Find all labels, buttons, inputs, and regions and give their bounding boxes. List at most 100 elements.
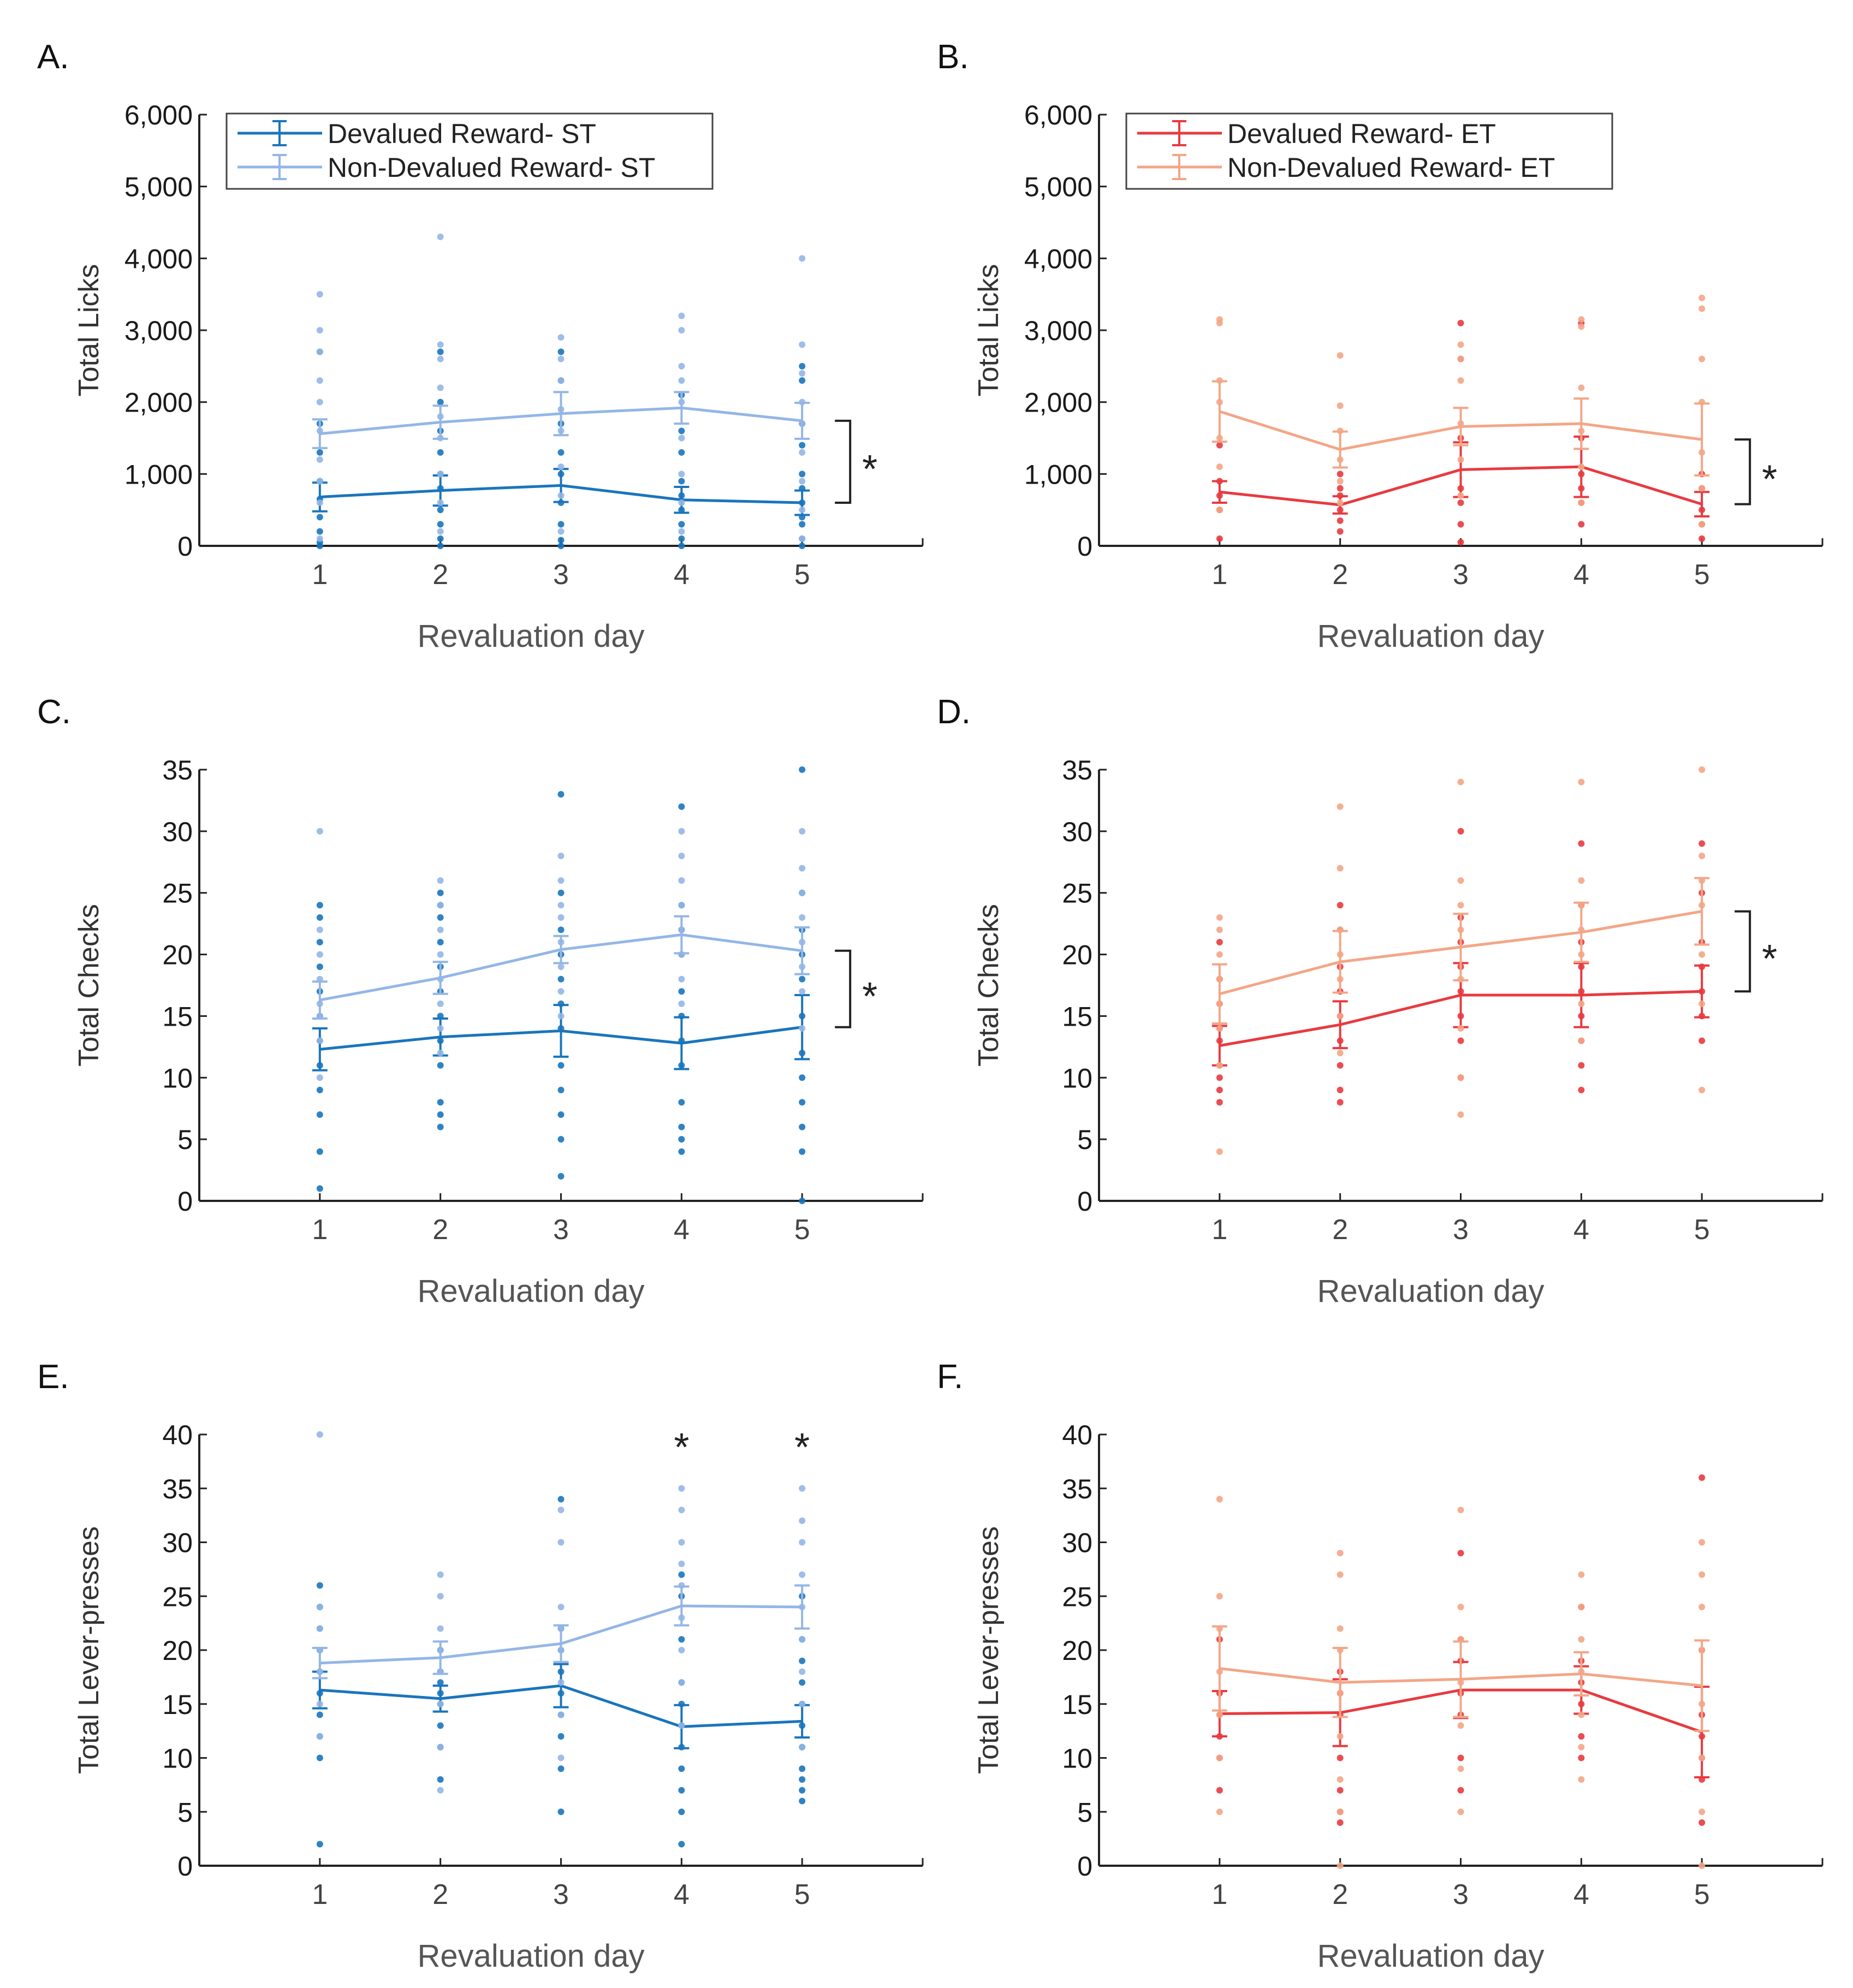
- subject-point: [1698, 1819, 1706, 1826]
- subject-point: [557, 1172, 565, 1180]
- subject-point: [1337, 1819, 1344, 1826]
- subject-point: [316, 1711, 323, 1718]
- y-tick-label: 30: [162, 817, 193, 847]
- x-axis-label: Revaluation day: [418, 618, 645, 654]
- subject-point: [557, 1136, 565, 1143]
- subject-point: [316, 1148, 323, 1155]
- subject-point: [316, 1582, 323, 1589]
- x-tick-label: 2: [1332, 559, 1348, 591]
- subject-point: [1337, 1099, 1344, 1106]
- subject-point: [799, 255, 806, 262]
- y-tick-label: 15: [162, 1001, 193, 1032]
- subject-point: [1457, 1507, 1464, 1514]
- chart-panel-f: F. 0 5 10 15 20 25 30 35 40 1 2 3 4 5 Revaluation day To…: [937, 1358, 1824, 1974]
- subject-point: [1216, 1074, 1223, 1081]
- subject-point: [437, 926, 444, 933]
- panel-label: E.: [37, 1358, 69, 1396]
- subject-point: [799, 521, 806, 528]
- subject-point: [1578, 840, 1585, 847]
- y-tick-label: 6,000: [124, 100, 193, 130]
- y-tick-label: 5: [1077, 1797, 1092, 1828]
- subject-point: [1337, 517, 1344, 524]
- subject-point: [678, 377, 685, 384]
- subject-point: [678, 1765, 685, 1772]
- subject-point: [1698, 1604, 1706, 1610]
- x-tick-label: 2: [432, 1879, 448, 1910]
- y-tick-label: 3,000: [1024, 316, 1092, 346]
- subject-point: [799, 535, 806, 542]
- subject-point: [437, 499, 444, 506]
- x-tick-label: 2: [432, 1214, 448, 1246]
- subject-point: [1457, 1808, 1464, 1816]
- subject-point: [1578, 316, 1585, 323]
- subject-point: [678, 828, 685, 835]
- subject-point: [557, 1679, 565, 1686]
- subject-point: [437, 889, 444, 896]
- x-tick-label: 3: [1453, 559, 1469, 591]
- significance-star: *: [862, 448, 877, 491]
- subject-point: [678, 543, 685, 549]
- subject-point: [316, 902, 323, 909]
- subject-point: [1457, 1550, 1464, 1557]
- y-tick-label: 35: [162, 755, 193, 785]
- chart-panel-b: B. 0 1,000 2,000 3,000 4,000 5,000 6,000 1 2 3 4 5 Re…: [937, 38, 1824, 654]
- subject-point: [557, 853, 565, 859]
- y-tick-label: 2,000: [124, 388, 193, 418]
- subject-point: [1337, 1050, 1344, 1057]
- x-tick-label: 4: [1573, 1879, 1589, 1910]
- subject-point: [678, 1148, 685, 1155]
- subject-point: [799, 1657, 806, 1664]
- subject-point: [1337, 1013, 1344, 1020]
- subject-point: [437, 1062, 444, 1069]
- x-tick-label: 1: [312, 1214, 328, 1246]
- y-tick-label: 0: [177, 531, 193, 562]
- subject-point: [1337, 1787, 1344, 1794]
- subject-point: [1698, 1474, 1706, 1481]
- subject-point: [1578, 1037, 1585, 1044]
- subject-point: [1216, 1593, 1223, 1600]
- subject-point: [316, 456, 323, 463]
- subject-point: [557, 988, 565, 995]
- subject-point: [1578, 323, 1585, 330]
- subject-point: [1578, 1604, 1585, 1610]
- subject-point: [557, 492, 565, 499]
- subject-point: [1337, 1862, 1344, 1869]
- subject-point: [437, 939, 444, 945]
- chart-panel-a: A. 0 1,000 2,000 3,000 4,000 5,000 6,000 1 2 3 4 5 Re…: [37, 38, 924, 654]
- subject-point: [437, 951, 444, 958]
- y-tick-label: 0: [1077, 1851, 1092, 1882]
- subject-point: [437, 449, 444, 456]
- subject-point: [316, 1037, 323, 1044]
- subject-point: [799, 442, 806, 449]
- subject-point: [799, 471, 806, 478]
- subject-point: [1216, 1711, 1223, 1718]
- subject-point: [1216, 1099, 1223, 1106]
- y-tick-label: 20: [1062, 940, 1092, 971]
- subject-point: [678, 471, 685, 478]
- subject-point: [557, 963, 565, 971]
- subject-point: [557, 1754, 565, 1761]
- x-tick-label: 5: [1694, 1214, 1710, 1246]
- subject-point: [799, 1787, 806, 1794]
- subject-point: [557, 449, 565, 456]
- subject-point: [316, 398, 323, 406]
- subject-point: [437, 1111, 444, 1118]
- subject-point: [557, 1604, 565, 1610]
- subject-point: [316, 1625, 323, 1632]
- x-tick-label: 5: [1694, 1879, 1710, 1910]
- subject-point: [437, 902, 444, 909]
- significance-star: *: [794, 1426, 810, 1469]
- subject-point: [437, 1099, 444, 1106]
- subject-point: [1337, 803, 1344, 810]
- x-tick-label: 3: [553, 559, 569, 591]
- x-tick-label: 1: [1211, 1879, 1227, 1910]
- subject-point: [1698, 853, 1706, 859]
- subject-point: [437, 507, 444, 514]
- subject-point: [1457, 539, 1464, 546]
- subject-point: [1216, 442, 1223, 449]
- subject-point: [799, 370, 806, 377]
- subject-point: [678, 988, 685, 995]
- subject-point: [316, 939, 323, 945]
- subject-point: [799, 1025, 806, 1032]
- y-tick-label: 2,000: [1024, 388, 1092, 418]
